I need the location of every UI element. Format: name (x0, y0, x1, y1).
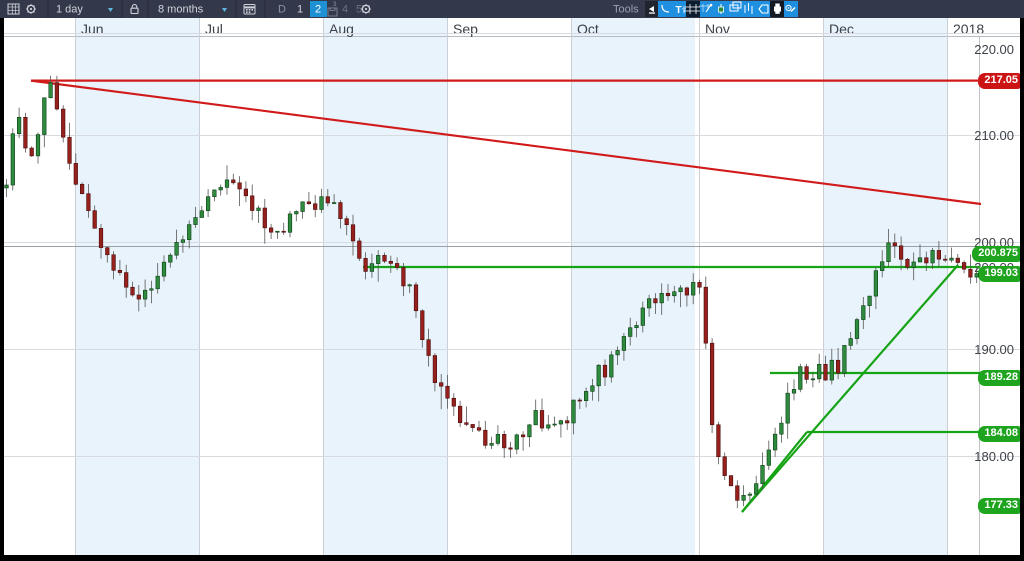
svg-text:4: 4 (342, 4, 348, 16)
svg-text:5: 5 (356, 4, 362, 16)
svg-text:1: 1 (297, 4, 303, 16)
svg-text:Tools: Tools (613, 4, 639, 16)
svg-text:T: T (676, 5, 682, 16)
svg-text:1 day: 1 day (56, 4, 83, 16)
svg-text:3: 3 (333, 2, 337, 8)
svg-text:2: 2 (315, 4, 321, 16)
svg-text:D: D (278, 4, 286, 16)
svg-text:8 months: 8 months (158, 4, 204, 16)
